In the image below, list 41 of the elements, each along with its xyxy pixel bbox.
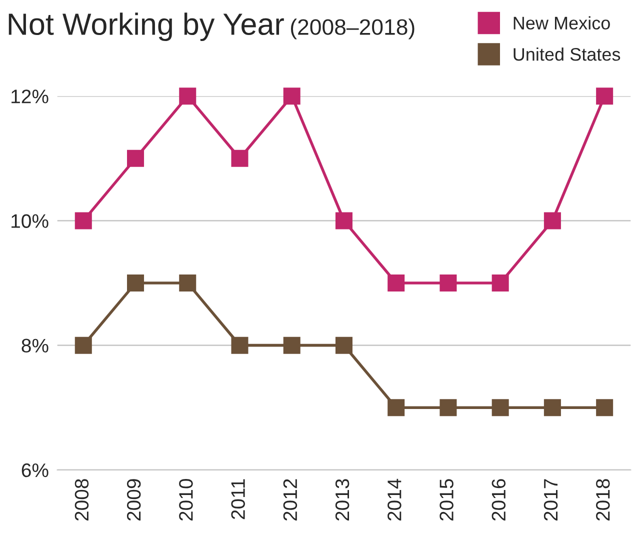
point <box>74 212 92 230</box>
point <box>283 88 300 105</box>
x-tick-label: 2008 <box>74 479 89 521</box>
point <box>179 88 196 105</box>
point <box>335 336 352 354</box>
point <box>283 336 300 354</box>
y-tick-label: 12% <box>12 90 48 104</box>
point <box>231 336 248 354</box>
x-tick-label: 2012 <box>283 479 298 521</box>
chart-title: Not Working by Year <box>8 12 284 42</box>
x-tick-label: 2015 <box>440 479 454 521</box>
point <box>127 150 144 167</box>
point <box>492 399 509 416</box>
point <box>231 150 248 167</box>
y-tick-label: 10% <box>12 214 48 228</box>
x-tick-label: 2017 <box>544 479 558 521</box>
chart-subtitle: (2008–2018) <box>291 18 414 40</box>
point <box>596 88 614 105</box>
point <box>388 274 405 292</box>
x-tick-label: 2016 <box>492 479 506 521</box>
point <box>388 399 405 416</box>
point <box>492 274 509 292</box>
point <box>127 274 144 292</box>
point <box>544 212 561 230</box>
x-tick-label: 2013 <box>335 479 350 521</box>
point <box>179 274 196 292</box>
point <box>596 399 614 416</box>
point <box>74 336 92 354</box>
x-tick-label: 2009 <box>126 479 141 521</box>
x-tick-label: 2018 <box>596 479 610 521</box>
x-tick-label: 2014 <box>388 478 402 521</box>
point <box>335 212 352 230</box>
legend-label: United States <box>514 48 620 61</box>
point <box>440 274 457 292</box>
point <box>544 399 561 416</box>
x-tick-label: 2010 <box>179 479 193 521</box>
x-tick-label: 2011 <box>231 479 245 520</box>
legend-label: New Mexico <box>514 16 610 30</box>
y-tick-label: 8% <box>22 338 48 353</box>
point <box>440 399 457 416</box>
y-tick-label: 6% <box>22 463 48 478</box>
